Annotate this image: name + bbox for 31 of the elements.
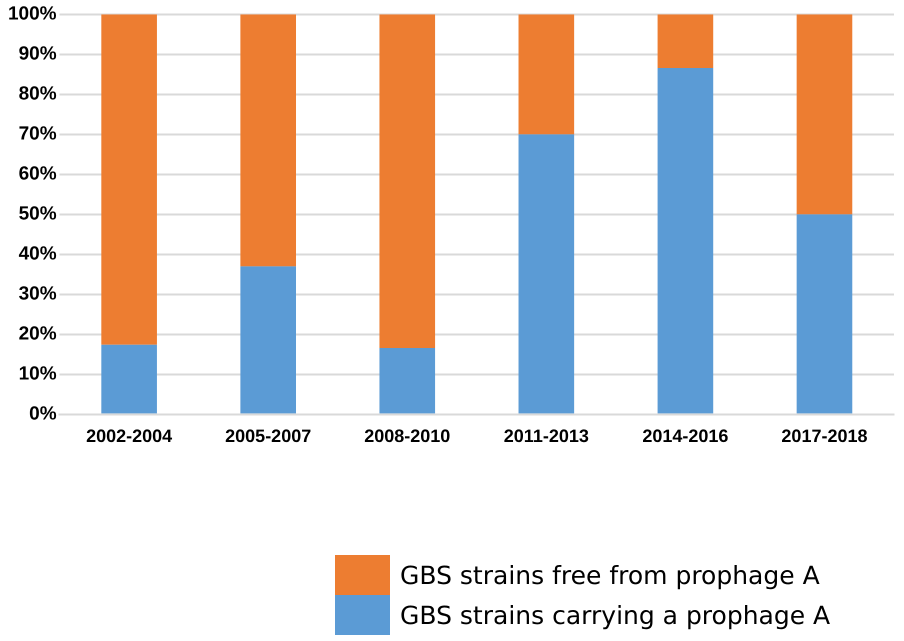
x-tick-label: 2011-2013 xyxy=(504,426,589,446)
x-tick-label: 2014-2016 xyxy=(642,426,728,446)
legend-label: GBS strains carrying a prophage A xyxy=(400,600,830,630)
y-tick-label: 90% xyxy=(18,44,57,65)
y-tick-label: 100% xyxy=(8,4,57,25)
y-tick-label: 70% xyxy=(18,124,57,145)
bar xyxy=(240,266,296,414)
x-tick-label: 2008-2010 xyxy=(364,426,450,446)
bar xyxy=(518,14,574,134)
bar xyxy=(101,344,157,414)
y-tick-label: 10% xyxy=(18,364,57,385)
bar xyxy=(101,14,157,345)
y-tick-label: 20% xyxy=(18,324,57,345)
bar xyxy=(796,14,852,214)
y-tick-label: 30% xyxy=(18,284,57,305)
y-tick-label: 50% xyxy=(18,204,57,225)
y-tick-label: 40% xyxy=(18,244,57,265)
y-tick-label: 60% xyxy=(18,164,57,185)
legend-label: GBS strains free from prophage A xyxy=(400,560,820,590)
y-tick-label: 80% xyxy=(18,84,57,105)
x-tick-label: 2002-2004 xyxy=(86,426,172,446)
y-tick-label: 0% xyxy=(29,404,57,425)
bar xyxy=(658,68,714,414)
bar xyxy=(658,14,714,68)
bar xyxy=(796,214,852,414)
x-tick-label: 2005-2007 xyxy=(225,426,312,446)
bar xyxy=(379,348,436,414)
x-tick-label: 2017-2018 xyxy=(781,426,868,446)
bar xyxy=(518,134,574,414)
bar xyxy=(379,14,436,348)
bar xyxy=(240,14,296,266)
